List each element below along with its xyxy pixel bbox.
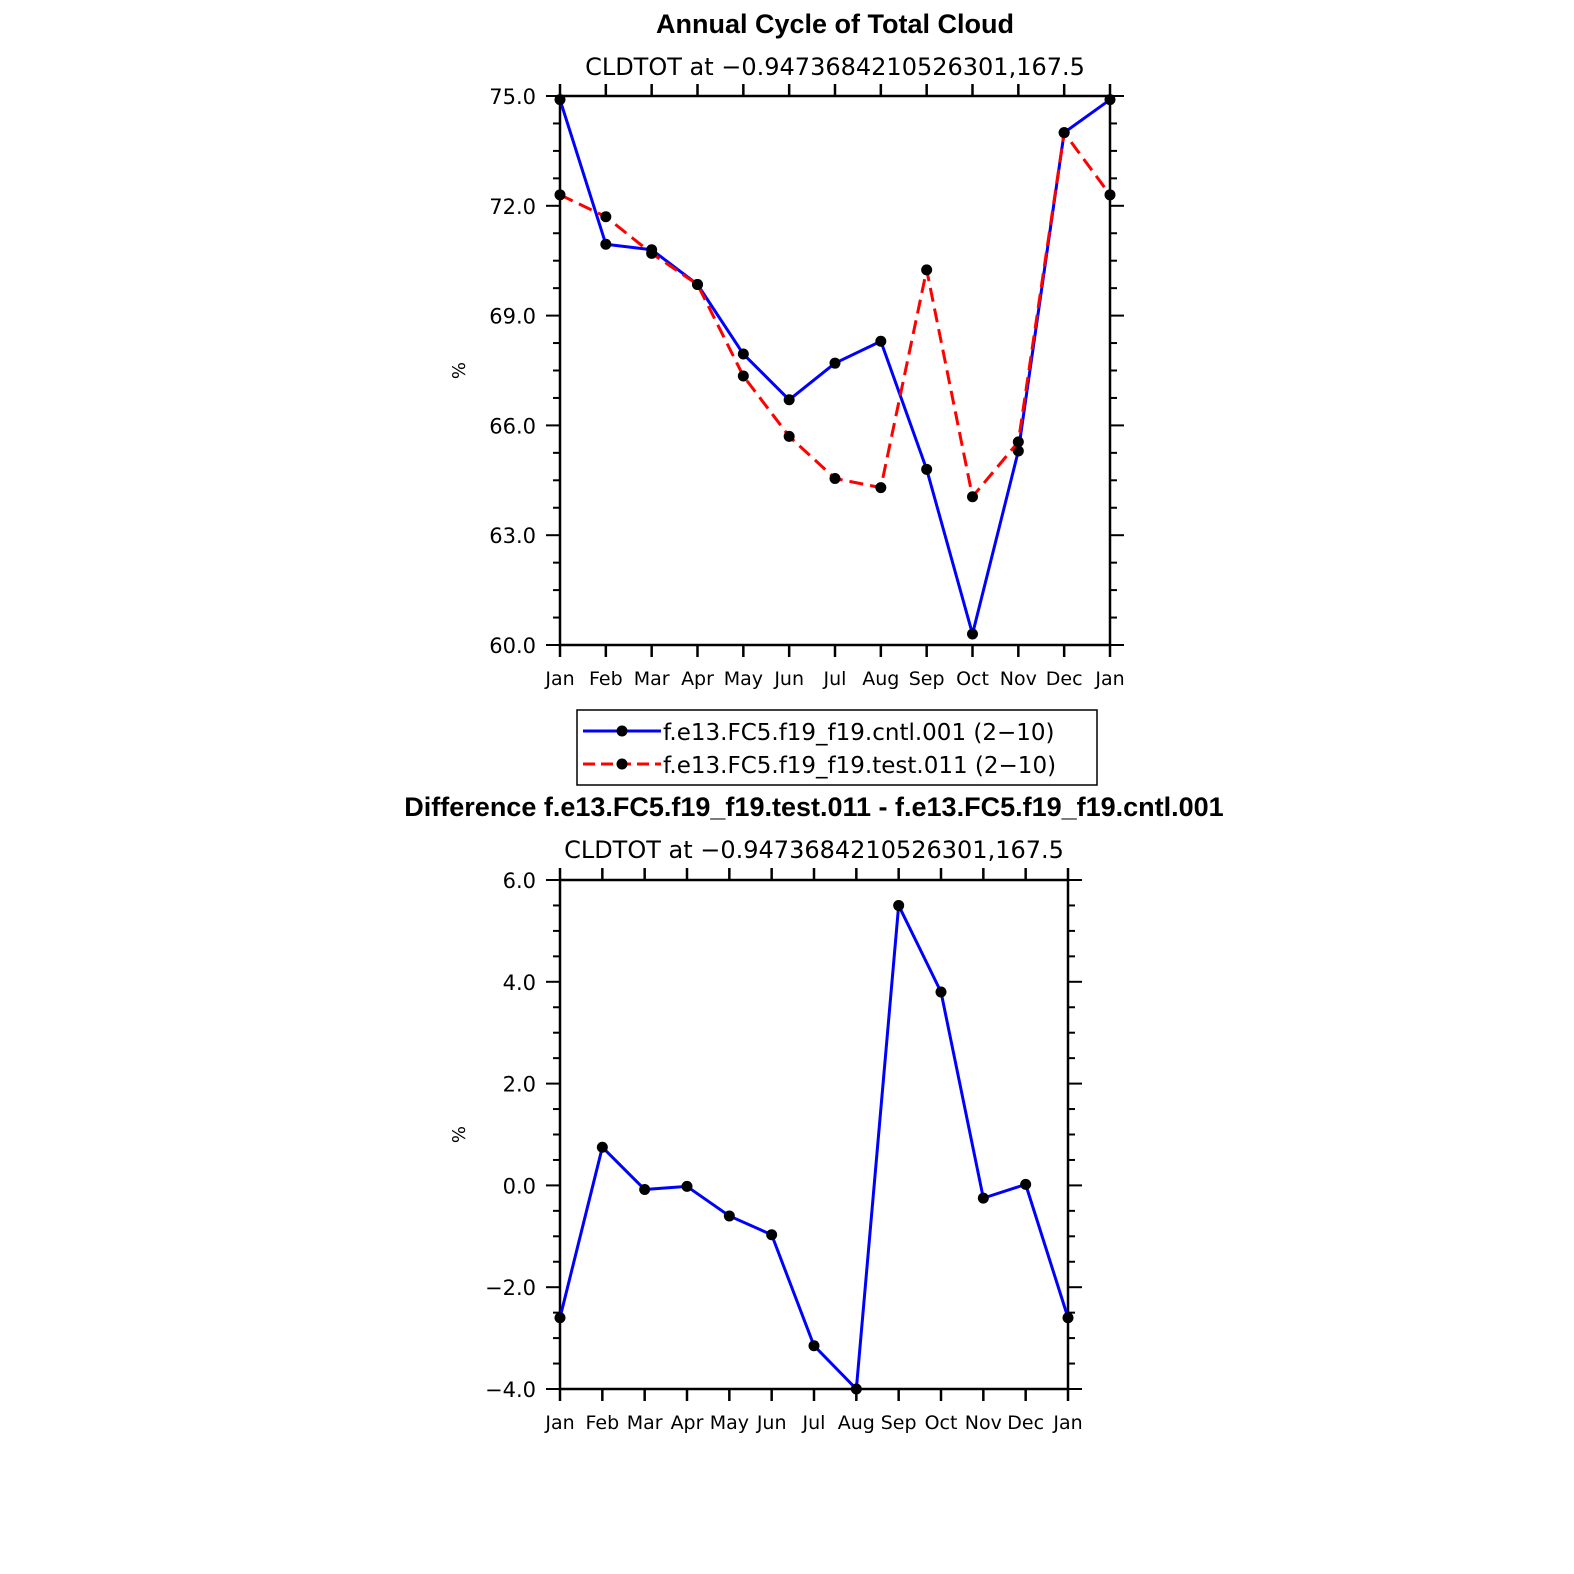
data-point — [829, 357, 841, 369]
data-point — [921, 463, 933, 475]
x-tick-label: Apr — [681, 668, 714, 690]
data-point — [554, 94, 566, 106]
data-point — [723, 1210, 735, 1222]
chart-title: Annual Cycle of Total Cloud — [656, 9, 1014, 39]
data-point — [681, 1180, 693, 1192]
y-tick-label: 0.0 — [503, 1174, 536, 1198]
data-point — [977, 1192, 989, 1204]
legend-swatch-marker — [616, 758, 628, 770]
data-point — [1062, 1312, 1074, 1324]
y-tick-label: 72.0 — [489, 195, 536, 219]
legend-entry: f.e13.FC5.f19_f19.test.011 (2−10) — [663, 753, 1056, 779]
x-tick-label: Jan — [1052, 1412, 1082, 1434]
x-tick-label: Dec — [1046, 668, 1083, 690]
x-tick-label: Jun — [773, 668, 804, 690]
x-tick-label: Nov — [1000, 668, 1037, 690]
data-point — [935, 986, 947, 998]
y-tick-label: 4.0 — [503, 971, 536, 995]
data-point — [1058, 127, 1070, 139]
x-tick-label: Jan — [544, 1412, 574, 1434]
x-tick-label: Jan — [544, 668, 574, 690]
data-point — [893, 899, 905, 911]
y-tick-label: −4.0 — [485, 1378, 536, 1402]
data-point — [808, 1340, 820, 1352]
x-tick-label: Mar — [627, 1412, 663, 1434]
y-tick-label: 75.0 — [489, 85, 536, 109]
data-point — [829, 472, 841, 484]
y-tick-label: 6.0 — [503, 869, 536, 893]
data-point — [875, 335, 887, 347]
annual-cycle-chart: Annual Cycle of Total Cloud CLDTOT at −0.… — [449, 9, 1125, 786]
chart-subtitle: CLDTOT at −0.9473684210526301,167.5 — [564, 836, 1064, 864]
x-tick-label: Dec — [1007, 1412, 1044, 1434]
legend-entry: f.e13.FC5.f19_f19.cntl.001 (2−10) — [663, 720, 1055, 746]
legend: f.e13.FC5.f19_f19.cntl.001 (2−10) f.e13.F… — [576, 709, 1098, 786]
legend-box — [576, 709, 1098, 786]
y-tick-label: 2.0 — [503, 1073, 536, 1097]
x-tick-label: Sep — [881, 1412, 917, 1434]
x-tick-label: Aug — [862, 668, 899, 690]
data-point — [1104, 189, 1116, 201]
plot-frame — [558, 94, 1112, 647]
plot-frame — [558, 878, 1070, 1391]
x-tick-label: Nov — [965, 1412, 1002, 1434]
x-tick-label: May — [724, 668, 763, 690]
data-point — [554, 189, 566, 201]
data-point — [967, 491, 978, 503]
data-point — [783, 394, 795, 406]
data-point — [639, 1183, 651, 1195]
data-point — [646, 247, 658, 259]
y-tick-label: 69.0 — [489, 305, 536, 329]
data-point — [875, 482, 887, 494]
x-tick-label: May — [710, 1412, 749, 1434]
x-tick-label: Jan — [1094, 668, 1124, 690]
x-tick-label: Oct — [956, 668, 989, 690]
y-tick-label: 66.0 — [489, 414, 536, 438]
y-tick-label: 63.0 — [489, 524, 536, 548]
data-point — [737, 370, 749, 382]
x-tick-label: Apr — [671, 1412, 704, 1434]
x-tick-label: Jun — [756, 1412, 787, 1434]
data-point — [1012, 445, 1024, 457]
data-point — [921, 264, 933, 276]
series-line-0 — [558, 903, 1070, 1391]
data-point — [737, 348, 749, 360]
chart-title: Difference f.e13.FC5.f19_f19.test.011 - … — [404, 792, 1223, 822]
data-point — [600, 238, 612, 250]
data-point — [1020, 1178, 1032, 1190]
data-point — [783, 430, 795, 442]
data-point — [554, 1312, 566, 1324]
x-tick-label: Feb — [586, 1412, 620, 1434]
data-point — [692, 278, 703, 290]
series-line-1 — [559, 131, 1112, 499]
y-tick-label: 60.0 — [489, 634, 536, 658]
x-tick-label: Jul — [802, 1412, 826, 1434]
x-tick-label: Jul — [823, 668, 847, 690]
y-tick-label: −2.0 — [485, 1276, 536, 1300]
data-point — [1104, 94, 1116, 106]
data-point — [600, 211, 612, 223]
x-tick-label: Feb — [589, 668, 623, 690]
x-tick-label: Sep — [909, 668, 945, 690]
legend-swatch-marker — [616, 725, 628, 737]
chart-subtitle: CLDTOT at −0.9473684210526301,167.5 — [585, 53, 1085, 81]
data-point — [850, 1383, 862, 1395]
x-tick-label: Oct — [925, 1412, 958, 1434]
data-point — [596, 1141, 608, 1153]
x-tick-label: Aug — [838, 1412, 875, 1434]
difference-chart: Difference f.e13.FC5.f19_f19.test.011 - … — [404, 792, 1223, 1434]
x-tick-label: Mar — [634, 668, 670, 690]
data-point — [766, 1229, 778, 1241]
data-point — [1012, 436, 1024, 448]
data-point — [967, 628, 978, 640]
y-axis-label: % — [449, 1126, 470, 1143]
y-axis-label: % — [449, 362, 470, 379]
